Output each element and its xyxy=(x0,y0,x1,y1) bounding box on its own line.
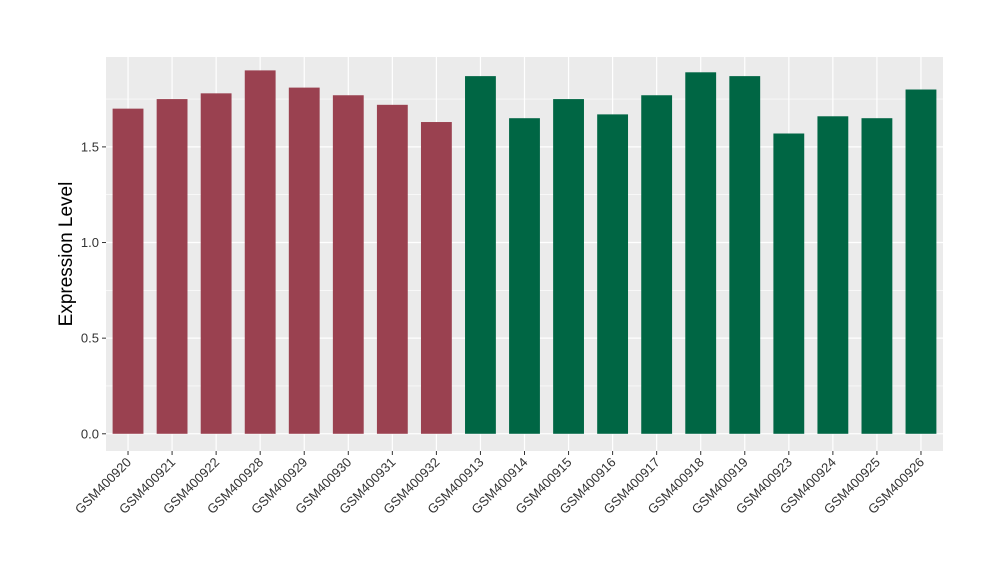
bars xyxy=(112,70,937,434)
bar-gsm400932 xyxy=(420,122,452,434)
bar-gsm400917 xyxy=(641,95,673,434)
bar-gsm400920 xyxy=(112,108,144,434)
bar-gsm400924 xyxy=(817,116,849,434)
bar-gsm400915 xyxy=(553,99,584,434)
bar-gsm400918 xyxy=(685,72,717,434)
y-axis-title: Expression Level xyxy=(56,182,77,327)
bar-gsm400913 xyxy=(465,76,496,434)
bar-gsm400929 xyxy=(288,87,320,434)
x-axis: GSM400920GSM400921GSM400922GSM400928GSM4… xyxy=(72,451,927,517)
bar-gsm400925 xyxy=(861,118,893,434)
y-tick-label: 0.0 xyxy=(81,426,99,441)
y-tick-label: 0.5 xyxy=(81,331,99,346)
bar-gsm400922 xyxy=(200,93,232,434)
y-axis: 0.0 0.5 1.0 1.5 xyxy=(81,139,106,441)
y-tick-label: 1.5 xyxy=(81,139,99,154)
bar-gsm400930 xyxy=(332,95,364,434)
bar-gsm400916 xyxy=(597,114,629,434)
bar-gsm400921 xyxy=(156,99,188,434)
y-tick-label: 1.0 xyxy=(81,235,99,250)
bar-gsm400926 xyxy=(905,89,937,434)
bar-gsm400919 xyxy=(729,76,761,434)
bar-gsm400931 xyxy=(376,104,408,434)
bar-gsm400923 xyxy=(773,133,805,434)
bar-gsm400914 xyxy=(509,118,540,434)
bar-gsm400928 xyxy=(244,70,276,434)
